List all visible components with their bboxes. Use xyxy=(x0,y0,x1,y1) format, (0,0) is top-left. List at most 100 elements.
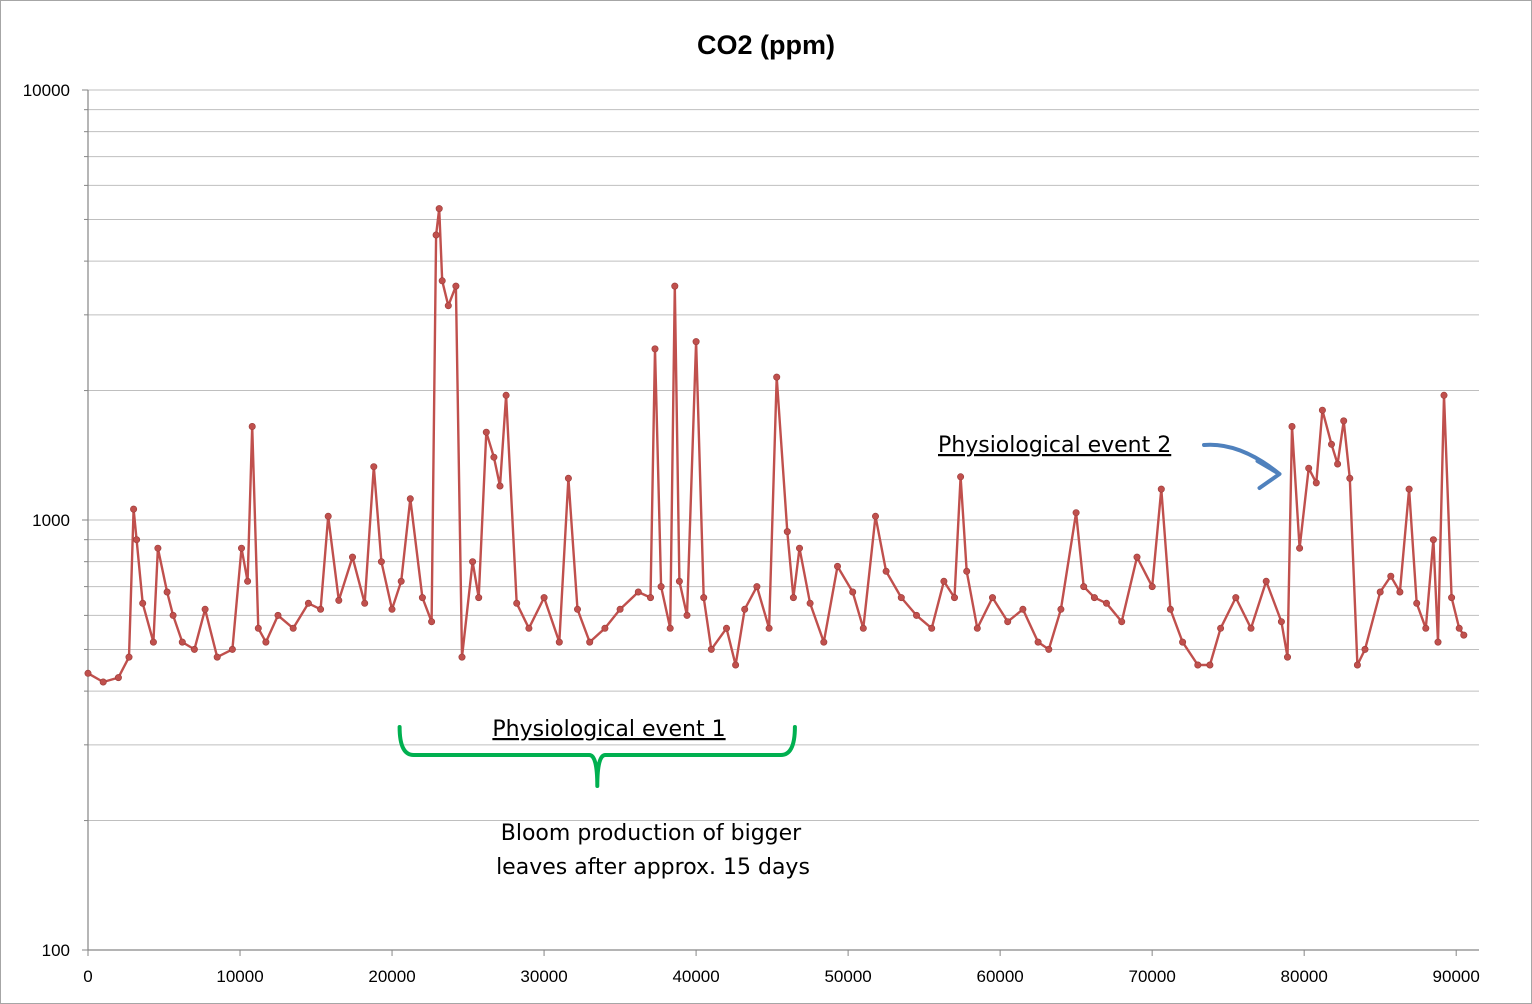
data-point xyxy=(254,624,262,632)
data-point xyxy=(1166,605,1174,613)
data-point xyxy=(795,544,803,552)
data-point xyxy=(1440,391,1448,399)
data-point xyxy=(248,422,256,430)
data-point xyxy=(125,653,133,661)
data-point xyxy=(1072,509,1080,517)
data-point xyxy=(692,338,700,346)
annotation-event-2-label: Physiological event 2 xyxy=(938,433,1171,458)
annotation-event-1-label: Physiological event 1 xyxy=(492,717,725,742)
data-point xyxy=(789,594,797,602)
data-point xyxy=(1148,583,1156,591)
x-tick-label: 10000 xyxy=(216,967,263,986)
data-point xyxy=(700,594,708,602)
data-point xyxy=(666,624,674,632)
data-point xyxy=(169,611,177,619)
y-tick-label: 100 xyxy=(42,941,70,960)
data-point xyxy=(573,605,581,613)
data-point xyxy=(773,373,781,381)
data-point xyxy=(244,577,252,585)
data-point xyxy=(154,544,162,552)
data-point xyxy=(1312,479,1320,487)
data-point xyxy=(928,624,936,632)
data-point xyxy=(149,638,157,646)
data-point xyxy=(783,528,791,536)
data-point xyxy=(432,231,440,239)
data-point xyxy=(753,583,761,591)
x-tick-label: 0 xyxy=(83,967,92,986)
data-point xyxy=(238,544,246,552)
y-tick-label: 1000 xyxy=(32,511,70,530)
data-point xyxy=(1262,577,1270,585)
data-point xyxy=(335,596,343,604)
data-point xyxy=(1296,544,1304,552)
data-point xyxy=(262,638,270,646)
annotation-note-line-2: leaves after approx. 15 days xyxy=(496,855,810,880)
data-point xyxy=(675,577,683,585)
data-point xyxy=(348,553,356,561)
data-point xyxy=(163,588,171,596)
data-point xyxy=(950,594,958,602)
data-point xyxy=(377,558,385,566)
data-point xyxy=(458,653,466,661)
data-point xyxy=(833,562,841,570)
data-point xyxy=(435,205,443,213)
data-point xyxy=(859,624,867,632)
x-ticks: 0 10000 20000 30000 40000 50000 60000 70000 8000… xyxy=(83,950,1480,986)
data-point xyxy=(1133,553,1141,561)
x-tick-label: 80000 xyxy=(1281,967,1328,986)
data-point xyxy=(1045,645,1053,653)
data-point xyxy=(114,674,122,682)
data-point xyxy=(1284,653,1292,661)
data-point xyxy=(490,453,498,461)
data-point xyxy=(1434,638,1442,646)
data-point xyxy=(1057,605,1065,613)
data-point xyxy=(1413,599,1421,607)
data-point xyxy=(1340,417,1348,425)
data-point xyxy=(912,611,920,619)
data-point xyxy=(683,611,691,619)
data-point xyxy=(564,474,572,482)
annotation-event-2-arrow xyxy=(1202,442,1282,490)
data-point xyxy=(707,645,715,653)
data-point xyxy=(634,588,642,596)
data-point xyxy=(1376,588,1384,596)
data-point xyxy=(139,599,147,607)
data-point xyxy=(444,302,452,310)
data-point xyxy=(502,391,510,399)
data-point xyxy=(213,653,221,661)
data-point xyxy=(1361,645,1369,653)
data-point xyxy=(1460,631,1468,639)
data-point xyxy=(1429,536,1437,544)
data-point xyxy=(1019,605,1027,613)
data-point xyxy=(963,567,971,575)
x-tick-label: 40000 xyxy=(672,967,719,986)
data-point xyxy=(882,567,890,575)
data-point xyxy=(1179,638,1187,646)
data-point xyxy=(586,638,594,646)
data-point xyxy=(1353,661,1361,669)
data-point xyxy=(646,594,654,602)
data-point xyxy=(1034,638,1042,646)
data-point xyxy=(1422,624,1430,632)
data-point xyxy=(1346,474,1354,482)
chart-title: CO2 (ppm) xyxy=(697,30,835,60)
data-point xyxy=(671,282,679,290)
annotation-note-line-1: Bloom production of bigger xyxy=(501,821,802,846)
x-tick-label: 60000 xyxy=(976,967,1023,986)
data-point xyxy=(871,512,879,520)
data-point xyxy=(361,599,369,607)
data-point xyxy=(304,599,312,607)
data-point xyxy=(940,577,948,585)
data-point xyxy=(1232,594,1240,602)
x-tick-label: 50000 xyxy=(824,967,871,986)
data-point xyxy=(1318,406,1326,414)
data-point xyxy=(324,512,332,520)
data-point xyxy=(388,605,396,613)
data-point xyxy=(190,645,198,653)
data-point xyxy=(820,638,828,646)
data-point xyxy=(133,536,141,544)
data-point xyxy=(428,618,436,626)
data-point xyxy=(1090,594,1098,602)
x-tick-label: 30000 xyxy=(520,967,567,986)
